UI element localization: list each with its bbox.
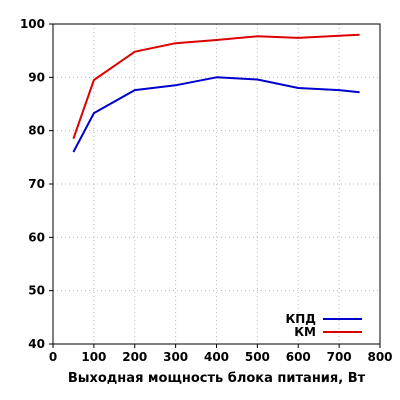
x-tick-label-4: 400 [204, 350, 229, 364]
x-axis-ticks: 0 100 200 300 400 500 600 700 800 [49, 344, 393, 364]
series-line-1 [72, 33, 360, 140]
y-tick-label-6: 100 [20, 17, 45, 31]
x-tick-label-2: 200 [122, 350, 147, 364]
y-tick-label-5: 90 [28, 70, 45, 84]
x-tick-label-8: 800 [367, 350, 392, 364]
x-tick-label-1: 100 [81, 350, 106, 364]
y-tick-label-2: 60 [28, 230, 45, 244]
x-tick-label-3: 300 [163, 350, 188, 364]
legend-label-0: КПД [285, 312, 316, 326]
y-tick-label-1: 50 [28, 284, 45, 298]
series-lines [72, 33, 360, 153]
x-tick-label-7: 700 [327, 350, 352, 364]
y-tick-label-4: 80 [28, 124, 45, 138]
x-tick-label-6: 600 [286, 350, 311, 364]
series-line-0 [72, 76, 360, 153]
y-axis-ticks: 40 50 60 70 80 90 100 [20, 17, 53, 351]
x-tick-label-0: 0 [49, 350, 57, 364]
grid-lines [52, 23, 381, 345]
legend-label-1: КМ [294, 325, 316, 339]
y-tick-label-0: 40 [28, 337, 45, 351]
x-axis-label: Выходная мощность блока питания, Вт [68, 371, 366, 386]
x-tick-label-5: 500 [245, 350, 270, 364]
y-tick-label-3: 70 [28, 177, 45, 191]
